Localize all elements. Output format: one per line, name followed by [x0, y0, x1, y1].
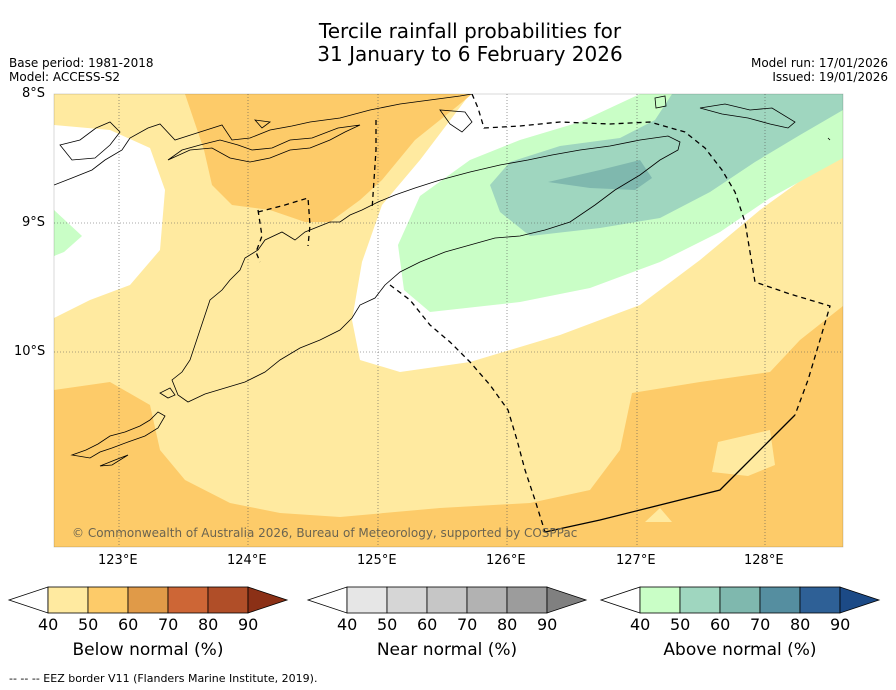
lon-label-128e: 128°E — [744, 553, 784, 568]
colorbar-near-80 — [466, 586, 508, 614]
model-run: Model run: 17/01/2026 — [750, 56, 888, 70]
cb-near-tick-40: 40 — [337, 615, 358, 634]
cb-near-tick-50: 50 — [377, 615, 398, 634]
colorbars — [7, 586, 881, 614]
map-frame — [53, 93, 844, 548]
base-period: Base period: 1981-2018 — [9, 56, 154, 70]
issued-date: Issued: 19/01/2026 — [772, 70, 888, 84]
colorbar-below-80 — [167, 586, 209, 614]
colorbar-above-70 — [719, 586, 761, 614]
colorbar-near-min-triangle — [306, 586, 348, 614]
lat-label-8s: 8°S — [22, 86, 46, 101]
colorbar-below-max-triangle — [247, 586, 289, 614]
below-60-region-south — [54, 306, 843, 547]
colorbar-above-max-triangle — [839, 586, 881, 614]
colorbar-near — [306, 586, 588, 614]
colorbar-above-50 — [639, 586, 681, 614]
colorbar-below-70 — [127, 586, 169, 614]
cb-near-tick-80: 80 — [497, 615, 518, 634]
colorbar-near-90 — [506, 586, 548, 614]
colorbar-above-80 — [759, 586, 801, 614]
lon-label-125e: 125°E — [357, 553, 397, 568]
neutral-patch-west — [54, 125, 165, 318]
above-50-patch-west — [54, 210, 82, 256]
eez-border — [255, 94, 831, 533]
cb-above-tick-80: 80 — [790, 615, 811, 634]
lat-label-10s: 10°S — [14, 344, 46, 359]
lon-label-127e: 127°E — [616, 553, 656, 568]
cb-below-tick-60: 60 — [118, 615, 139, 634]
colorbar-near-50 — [346, 586, 388, 614]
eez-footnote: -- -- -- EEZ border V11 (Flanders Marine… — [9, 672, 318, 685]
model-name: Model: ACCESS-S2 — [9, 70, 121, 84]
cb-above-label: Above normal (%) — [663, 640, 817, 660]
lon-label-126e: 126°E — [486, 553, 526, 568]
colorbar-below-50 — [47, 586, 89, 614]
chart-title: Tercile rainfall probabilities for 31 Ja… — [0, 20, 896, 66]
cb-below-label: Below normal (%) — [72, 640, 224, 660]
above-70-region — [548, 160, 652, 190]
colorbar-below-min-triangle — [7, 586, 49, 614]
title-line-1: Tercile rainfall probabilities for — [318, 19, 622, 43]
cb-near-tick-60: 60 — [417, 615, 438, 634]
lon-label-123e: 123°E — [98, 553, 138, 568]
cb-near-label: Near normal (%) — [376, 640, 518, 660]
coastlines — [54, 94, 831, 467]
eez-border-solid — [544, 414, 796, 533]
above-60-region — [490, 94, 843, 236]
colorbar-above-90 — [799, 586, 841, 614]
probability-field — [54, 94, 843, 547]
colorbar-below-60 — [87, 586, 129, 614]
below-50-patch-south — [712, 430, 775, 476]
meta-left: Base period: 1981-2018 Model: ACCESS-S2 — [9, 56, 154, 84]
colorbar-above — [599, 586, 881, 614]
colorbar-near-70 — [426, 586, 468, 614]
cb-below-tick-80: 80 — [198, 615, 219, 634]
below-50-patch-south-2 — [645, 508, 672, 522]
below-60-region-north — [185, 94, 472, 222]
colorbar-near-60 — [386, 586, 428, 614]
cb-near-tick-70: 70 — [457, 615, 478, 634]
cb-above-tick-40: 40 — [630, 615, 651, 634]
colorbar-below — [7, 586, 289, 614]
cb-near-tick-90: 90 — [537, 615, 558, 634]
copyright-notice: © Commonwealth of Australia 2026, Bureau… — [72, 526, 578, 540]
lon-label-124e: 124°E — [227, 553, 267, 568]
cb-below-tick-50: 50 — [78, 615, 99, 634]
cb-below-tick-90: 90 — [238, 615, 259, 634]
lat-label-9s: 9°S — [22, 215, 46, 230]
colorbar-near-max-triangle — [546, 586, 588, 614]
cb-above-tick-60: 60 — [710, 615, 731, 634]
meta-right: Model run: 17/01/2026 Issued: 19/01/2026 — [751, 56, 888, 84]
colorbar-below-90 — [207, 586, 249, 614]
title-line-2: 31 January to 6 February 2026 — [317, 42, 623, 66]
graticule — [54, 94, 843, 547]
cb-below-tick-40: 40 — [38, 615, 59, 634]
colorbar-above-min-triangle — [599, 586, 641, 614]
cb-above-tick-90: 90 — [830, 615, 851, 634]
cb-below-tick-70: 70 — [158, 615, 179, 634]
cb-above-tick-70: 70 — [750, 615, 771, 634]
cb-above-tick-50: 50 — [670, 615, 691, 634]
colorbar-above-60 — [679, 586, 721, 614]
